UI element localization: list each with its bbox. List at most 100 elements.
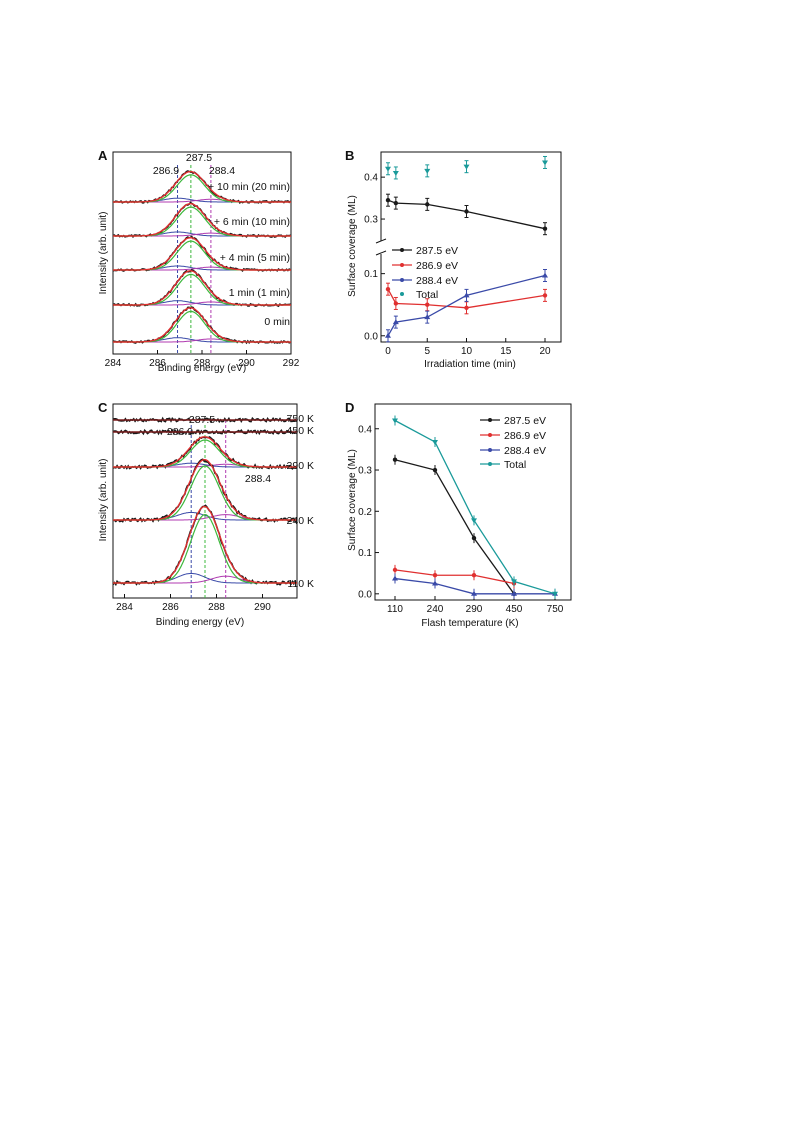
axes-d: 110 240 290 450 750 0.0 0.1 0.2 0.3 0.4 [358,424,564,615]
trace-label: 290 K [287,460,314,472]
data-point [393,301,399,306]
fit-envelope [113,307,291,343]
data-point [392,418,398,424]
spectrum-trace: + 6 min (10 min) [112,201,291,239]
panel-label-d: D [345,400,354,415]
x-tick-label: 286 [162,602,179,613]
data-point [542,293,548,298]
series-line [394,459,515,595]
data-point [392,567,398,573]
data-point [385,286,391,292]
data-point [511,590,517,596]
trace-label: + 10 min (20 min) [208,181,290,193]
legend-b: 287.5 eV 286.9 eV 288.4 eV Total [392,245,458,301]
data-point [432,580,438,586]
x-tick-label: 292 [283,358,300,369]
data-point [471,535,477,541]
data-point [552,591,558,597]
y-axis-label-b: Surface coverage (ML) [347,195,358,297]
spectrum-trace: 240 K [112,458,314,527]
panel-d: D 110 240 290 450 750 0.0 0.1 0.2 0.3 0.4 287.5 e… [345,400,572,629]
x-tick-label: 286 [149,358,166,369]
x-tick-label: 750 [547,604,564,615]
x-tick-label: 5 [424,346,430,357]
series-287-5-ev [385,193,548,236]
peak-label: 288.4 [209,165,235,177]
peak-label: 287.5 [186,152,212,164]
axes-b: 0 5 10 15 20 0.3 0.4 0.0 0.1 [364,173,551,357]
data-point [432,573,438,578]
x-axis-a: 284 286 288 290 292 [105,350,300,369]
data-point [471,573,477,578]
y-axis-label-a: Intensity (arb. unit) [98,212,109,295]
data-point [424,168,431,174]
data-point [393,200,399,206]
data-point [511,579,517,585]
axis-break-gap [376,241,386,254]
series-286-9-ev [392,564,517,589]
x-tick-label: 20 [539,346,551,357]
legend-marker [488,462,492,466]
x-tick-label: 288 [194,358,211,369]
y-tick-label: 0.3 [358,466,372,477]
trace-label: 750 K [287,413,314,425]
x-axis-label-b: Irradiation time (min) [424,359,516,370]
panel-label-c: C [98,400,108,415]
y-tick-label: 0.0 [364,331,378,342]
x-tick-label: 110 [387,604,403,615]
series-line [394,569,515,585]
legend-label: 286.9 eV [504,430,546,442]
plot-frame-b [380,151,562,343]
series-d [392,415,558,599]
x-tick-label: 288 [208,602,225,613]
data-point [424,314,431,320]
spectrum-trace: 110 K [112,504,314,590]
x-tick-label: 240 [427,604,444,615]
axis-break-mark [375,250,387,256]
data-point [385,166,391,172]
x-axis-label-a: Binding energy (eV) [158,363,246,374]
data-point [542,226,548,231]
data-point [463,292,470,298]
fit-envelope [113,505,297,584]
legend-marker [488,448,492,452]
legend-marker [488,418,492,422]
data-point [432,467,438,473]
legend-marker [400,292,404,296]
data-point [425,302,430,307]
legend-d: 287.5 eV 286.9 eV 288.4 eV Total [480,415,546,471]
x-tick-label: 290 [466,604,483,615]
y-tick-label: 0.1 [364,269,378,280]
legend-label: 287.5 eV [416,245,458,257]
legend-label: 286.9 eV [416,260,458,272]
legend-label: Total [504,459,526,471]
series-b [385,155,548,343]
peak-label: 288.4 [245,473,271,485]
axis-break-mark [375,238,387,244]
x-tick-label: 284 [116,602,133,613]
y-tick-label: 0.4 [358,424,372,435]
legend-label: 288.4 eV [504,445,546,457]
x-tick-label: 284 [105,358,122,369]
y-tick-label: 0.1 [358,548,372,559]
data-point [392,575,398,581]
legend-marker [400,278,404,282]
legend-marker [400,263,404,267]
spectrum-trace: + 10 min (20 min) [112,170,292,204]
data-point [464,305,469,311]
fit-envelope [113,459,297,521]
legend-marker [488,433,492,437]
x-tick-label: 0 [385,346,391,357]
spectra-a: + 10 min (20 min) + 6 min (10 min) + 4 min… [112,170,292,345]
series-288-4-ev [392,573,558,599]
data-point [385,197,391,203]
data-point [542,272,548,278]
data-point [392,319,399,325]
data-point [471,518,477,524]
trace-label: 1 min (1 min) [229,287,290,299]
spectrum-trace: 1 min (1 min) [112,269,291,308]
